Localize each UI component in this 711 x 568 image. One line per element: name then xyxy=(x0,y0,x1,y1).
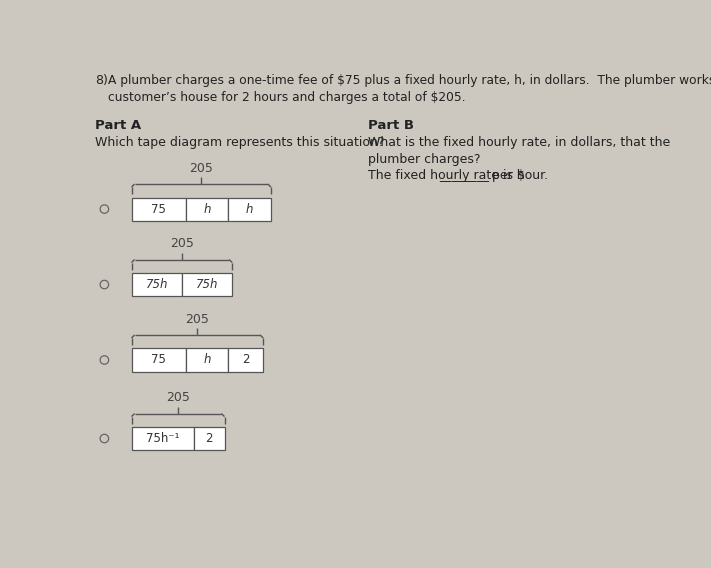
Text: 75h: 75h xyxy=(196,278,218,291)
Text: h: h xyxy=(203,203,211,216)
Text: 8): 8) xyxy=(95,74,108,87)
Bar xyxy=(186,198,228,220)
Text: Which tape diagram represents this situation?: Which tape diagram represents this situa… xyxy=(95,136,385,149)
Bar xyxy=(132,348,186,371)
Text: 205: 205 xyxy=(166,391,190,404)
Text: 2: 2 xyxy=(205,432,213,445)
Text: What is the fixed hourly rate, in dollars, that the
plumber charges?: What is the fixed hourly rate, in dollar… xyxy=(368,136,670,166)
Text: The fixed hourly rate is $: The fixed hourly rate is $ xyxy=(368,169,525,182)
Text: A plumber charges a one-time fee of $75 plus a fixed hourly rate, h, in dollars.: A plumber charges a one-time fee of $75 … xyxy=(108,74,711,105)
Text: Part A: Part A xyxy=(95,119,141,132)
Text: 75h: 75h xyxy=(146,278,168,291)
Bar xyxy=(186,348,228,371)
Text: ________: ________ xyxy=(439,169,489,182)
Bar xyxy=(228,348,263,371)
Bar xyxy=(132,427,193,450)
Bar xyxy=(228,198,271,220)
Text: per hour.: per hour. xyxy=(488,169,548,182)
Text: 75h⁻¹: 75h⁻¹ xyxy=(146,432,179,445)
Bar xyxy=(193,427,225,450)
Bar xyxy=(182,273,232,296)
Bar xyxy=(132,273,182,296)
Text: 205: 205 xyxy=(189,162,213,175)
Bar xyxy=(132,198,186,220)
Text: 205: 205 xyxy=(186,313,209,325)
Text: h: h xyxy=(246,203,253,216)
Text: 205: 205 xyxy=(170,237,194,250)
Text: 2: 2 xyxy=(242,353,250,366)
Text: h: h xyxy=(203,353,211,366)
Text: Part B: Part B xyxy=(368,119,414,132)
Text: 75: 75 xyxy=(151,353,166,366)
Text: 75: 75 xyxy=(151,203,166,216)
